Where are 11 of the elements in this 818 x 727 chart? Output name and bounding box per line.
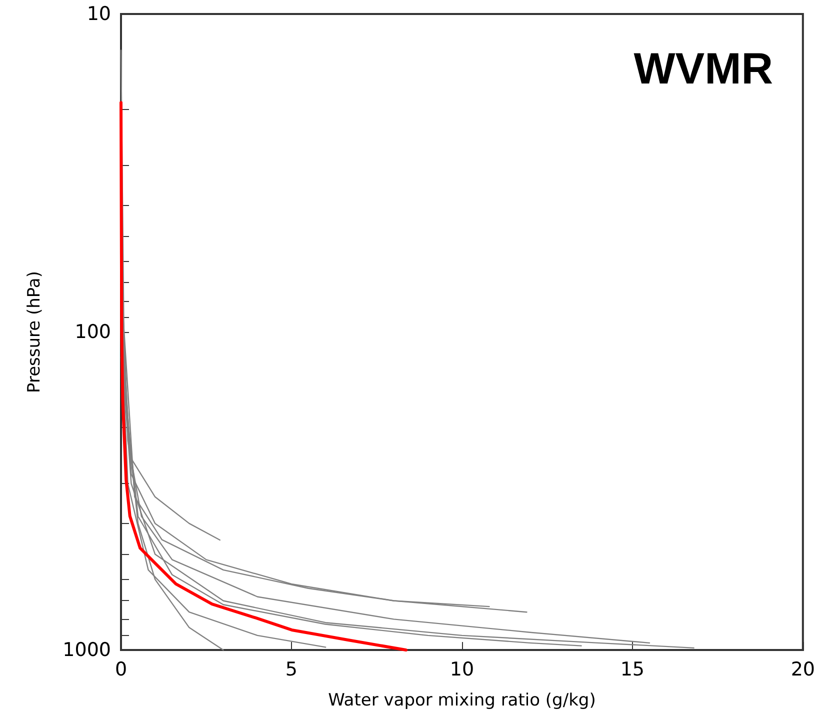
y-axis-title: Pressure (hPa) (24, 271, 44, 393)
text: WVMR (634, 44, 774, 94)
x-tick-label: 0 (114, 658, 128, 680)
x-tick-label: 5 (285, 658, 298, 680)
x-axis-title: Water vapor mixing ratio (g/kg) (328, 690, 596, 710)
y-tick-label: 10 (86, 3, 111, 25)
y-tick-label: 1000 (62, 639, 111, 661)
x-tick-label: 10 (450, 658, 474, 680)
y-tick-label: 100 (74, 321, 111, 343)
x-tick-label: 20 (790, 658, 816, 680)
x-tick-label: 15 (620, 658, 645, 680)
